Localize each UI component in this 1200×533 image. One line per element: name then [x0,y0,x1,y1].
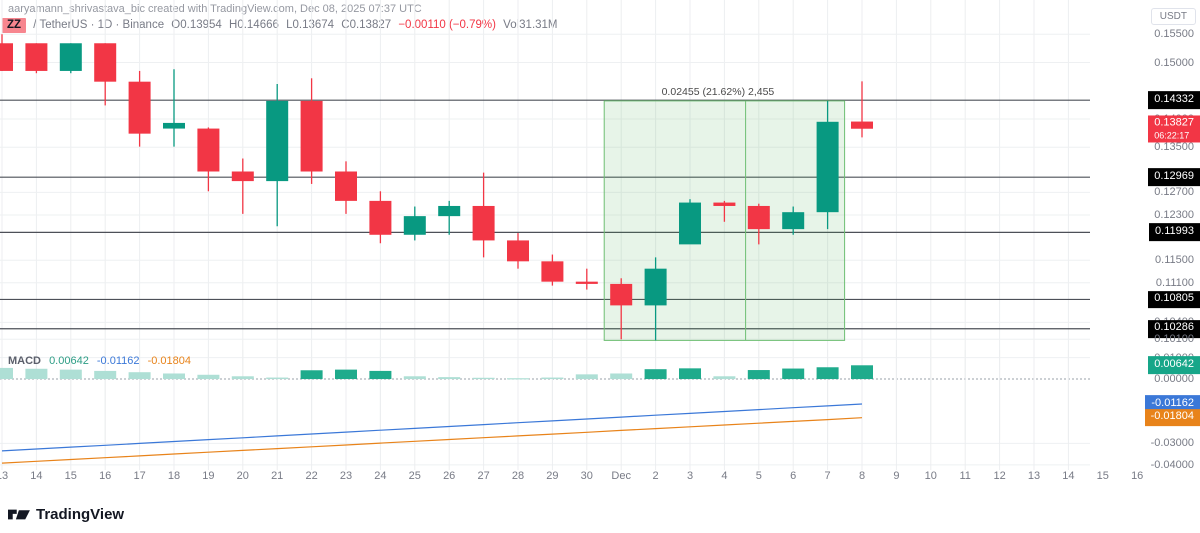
svg-text:0.02455 (21.62%) 2,455: 0.02455 (21.62%) 2,455 [662,86,775,98]
